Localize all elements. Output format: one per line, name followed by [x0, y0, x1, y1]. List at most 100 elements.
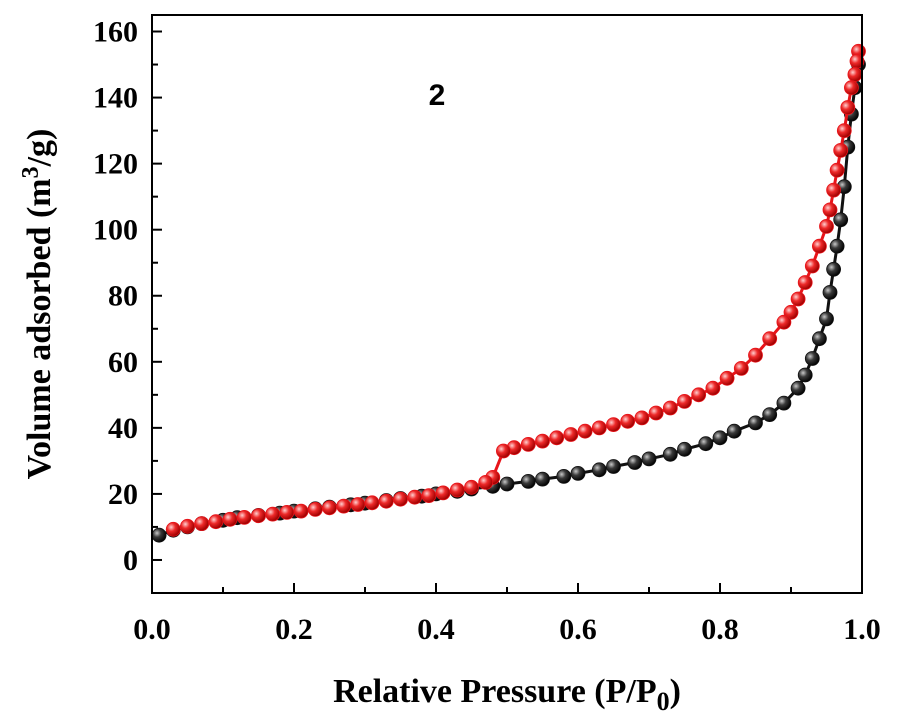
data-point-desorption: [812, 238, 827, 254]
data-point-desorption: [378, 493, 394, 509]
data-point-desorption: [833, 142, 849, 158]
series-line-desorption: [172, 51, 860, 531]
data-point-desorption: [194, 516, 210, 531]
data-point-desorption: [180, 518, 195, 534]
data-point-adsorption: [762, 407, 778, 423]
data-point-adsorption: [570, 465, 586, 481]
data-point-adsorption: [662, 446, 678, 462]
data-point-desorption: [236, 510, 252, 525]
data-point-desorption: [407, 489, 423, 505]
y-axis-title: Volume adsorbed (m3/g): [18, 129, 58, 480]
data-point-desorption: [222, 511, 238, 527]
data-point-desorption: [840, 100, 856, 115]
data-point-desorption: [797, 275, 813, 290]
data-point-desorption: [748, 347, 763, 363]
data-point-desorption: [364, 495, 380, 511]
data-point-desorption: [648, 405, 664, 421]
data-point-desorption: [350, 497, 366, 512]
data-point-adsorption: [829, 238, 845, 254]
data-point-desorption: [307, 501, 323, 517]
data-point-desorption: [719, 370, 735, 386]
y-tick-label: 60: [108, 346, 138, 379]
data-point-desorption: [265, 506, 281, 522]
data-point-desorption: [677, 393, 692, 409]
data-point-desorption: [829, 162, 845, 178]
y-tick-label: 80: [108, 280, 138, 313]
x-tick-label: 0.0: [133, 613, 171, 646]
x-axis-title: Relative Pressure (P/P0): [333, 673, 681, 716]
data-point-adsorption: [151, 527, 167, 543]
data-point-adsorption: [748, 415, 763, 431]
data-point-adsorption: [712, 430, 728, 446]
data-point-desorption: [208, 514, 224, 530]
data-point-desorption: [762, 331, 778, 347]
data-point-desorption: [591, 420, 607, 436]
data-point-desorption: [435, 485, 451, 501]
data-point-adsorption: [726, 423, 742, 439]
data-point-adsorption: [606, 459, 621, 474]
x-tick-label: 1.0: [843, 613, 881, 646]
data-point-desorption: [826, 182, 841, 198]
x-tick-label: 0.2: [275, 613, 313, 646]
data-point-adsorption: [641, 451, 657, 467]
data-point-adsorption: [776, 395, 792, 411]
y-tick-label: 140: [93, 82, 138, 115]
data-point-desorption: [733, 360, 749, 376]
data-point-desorption: [293, 503, 309, 519]
data-point-adsorption: [826, 261, 841, 277]
data-point-desorption: [393, 491, 408, 507]
data-point-desorption: [620, 413, 636, 429]
series-adsorption: [151, 57, 866, 543]
data-point-desorption: [844, 80, 859, 96]
y-tick-label: 20: [108, 478, 138, 511]
data-point-desorption: [847, 67, 863, 82]
x-tick-label: 0.4: [417, 613, 455, 646]
data-point-desorption: [836, 123, 852, 139]
data-point-desorption: [279, 505, 295, 520]
data-point-desorption: [822, 202, 838, 218]
data-point-desorption: [421, 488, 437, 504]
data-point-adsorption: [812, 331, 827, 347]
data-point-desorption: [520, 436, 536, 452]
y-tick-label: 100: [93, 214, 138, 247]
data-point-desorption: [662, 400, 678, 416]
y-tick-label: 160: [93, 16, 138, 49]
data-point-desorption: [705, 380, 721, 396]
data-point-adsorption: [556, 468, 572, 484]
data-point-adsorption: [535, 471, 550, 487]
data-point-desorption: [251, 508, 266, 524]
data-point-adsorption: [822, 284, 838, 300]
data-point-adsorption: [804, 351, 820, 366]
data-point-desorption: [819, 218, 834, 234]
data-point-desorption: [495, 443, 511, 459]
data-point-adsorption: [833, 212, 849, 228]
data-point-adsorption: [698, 436, 714, 452]
data-point-desorption: [790, 291, 806, 307]
data-point-desorption: [776, 314, 792, 330]
data-point-adsorption: [591, 462, 607, 478]
data-point-adsorption: [797, 367, 813, 383]
series-line-adsorption: [158, 64, 860, 537]
data-point-adsorption: [790, 380, 806, 396]
data-point-desorption: [464, 479, 479, 495]
x-tick-label: 0.6: [559, 613, 597, 646]
y-tick-label: 0: [123, 544, 138, 577]
data-point-desorption: [449, 482, 465, 498]
data-point-desorption: [336, 498, 352, 514]
y-tick-label: 120: [93, 148, 138, 181]
series-desorption: [165, 43, 866, 537]
data-point-desorption: [322, 500, 337, 516]
data-point-adsorption: [819, 311, 834, 327]
data-point-desorption: [535, 433, 550, 449]
x-tick-label: 0.8: [701, 613, 739, 646]
data-point-desorption: [478, 474, 494, 490]
plot-frame: [151, 14, 863, 594]
data-point-desorption: [563, 427, 579, 442]
data-point-desorption: [165, 521, 181, 537]
data-point-adsorption: [499, 476, 515, 492]
data-point-desorption: [577, 423, 593, 439]
data-point-adsorption: [677, 441, 692, 457]
y-tick-label: 40: [108, 412, 138, 445]
data-point-desorption: [634, 410, 650, 426]
